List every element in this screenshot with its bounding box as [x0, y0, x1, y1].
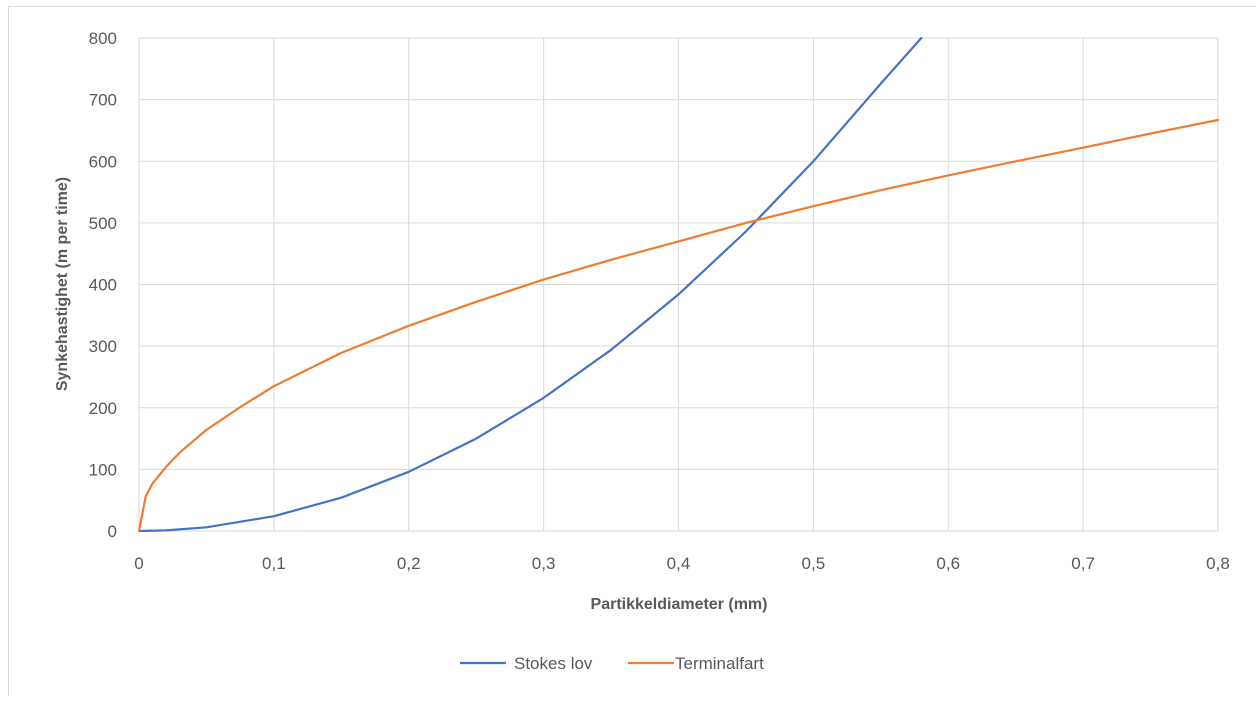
- series-line-1: [137, 36, 923, 533]
- legend-label: Terminalfart: [675, 654, 764, 673]
- x-tick-label: 0,8: [1206, 554, 1230, 573]
- x-tick-label: 0,6: [936, 554, 960, 573]
- legend: Stokes lov Terminalfart: [460, 654, 764, 673]
- y-tick-label: 800: [89, 29, 117, 48]
- x-tick-label: 0,5: [802, 554, 826, 573]
- y-axis-title: Synkehastighet (m per time): [54, 177, 71, 391]
- gridlines: [138, 37, 1219, 532]
- series-line-2: [137, 118, 1220, 533]
- chart-frame: [8, 6, 1256, 696]
- y-tick-label: 400: [89, 276, 117, 295]
- y-tick-label: 500: [89, 214, 117, 233]
- x-axis-ticks: 0 0,1 0,2 0,3 0,4 0,5 0,6 0,7 0,8: [134, 554, 1230, 573]
- x-tick-label: 0: [134, 554, 143, 573]
- y-axis-ticks: 0 100 200 300 400 500 600 700 800: [89, 29, 117, 541]
- x-tick-label: 0,2: [397, 554, 421, 573]
- y-tick-label: 100: [89, 460, 117, 479]
- series-lines: [137, 36, 1220, 533]
- y-tick-label: 0: [108, 522, 117, 541]
- x-tick-label: 0,3: [532, 554, 556, 573]
- x-axis-title: Partikkeldiameter (mm): [591, 596, 768, 613]
- y-tick-label: 300: [89, 337, 117, 356]
- y-tick-label: 200: [89, 399, 117, 418]
- x-tick-label: 0,4: [667, 554, 691, 573]
- y-tick-label: 600: [89, 152, 117, 171]
- x-tick-label: 0,1: [262, 554, 286, 573]
- legend-label: Stokes lov: [514, 654, 593, 673]
- x-tick-label: 0,7: [1071, 554, 1095, 573]
- y-tick-label: 700: [89, 91, 117, 110]
